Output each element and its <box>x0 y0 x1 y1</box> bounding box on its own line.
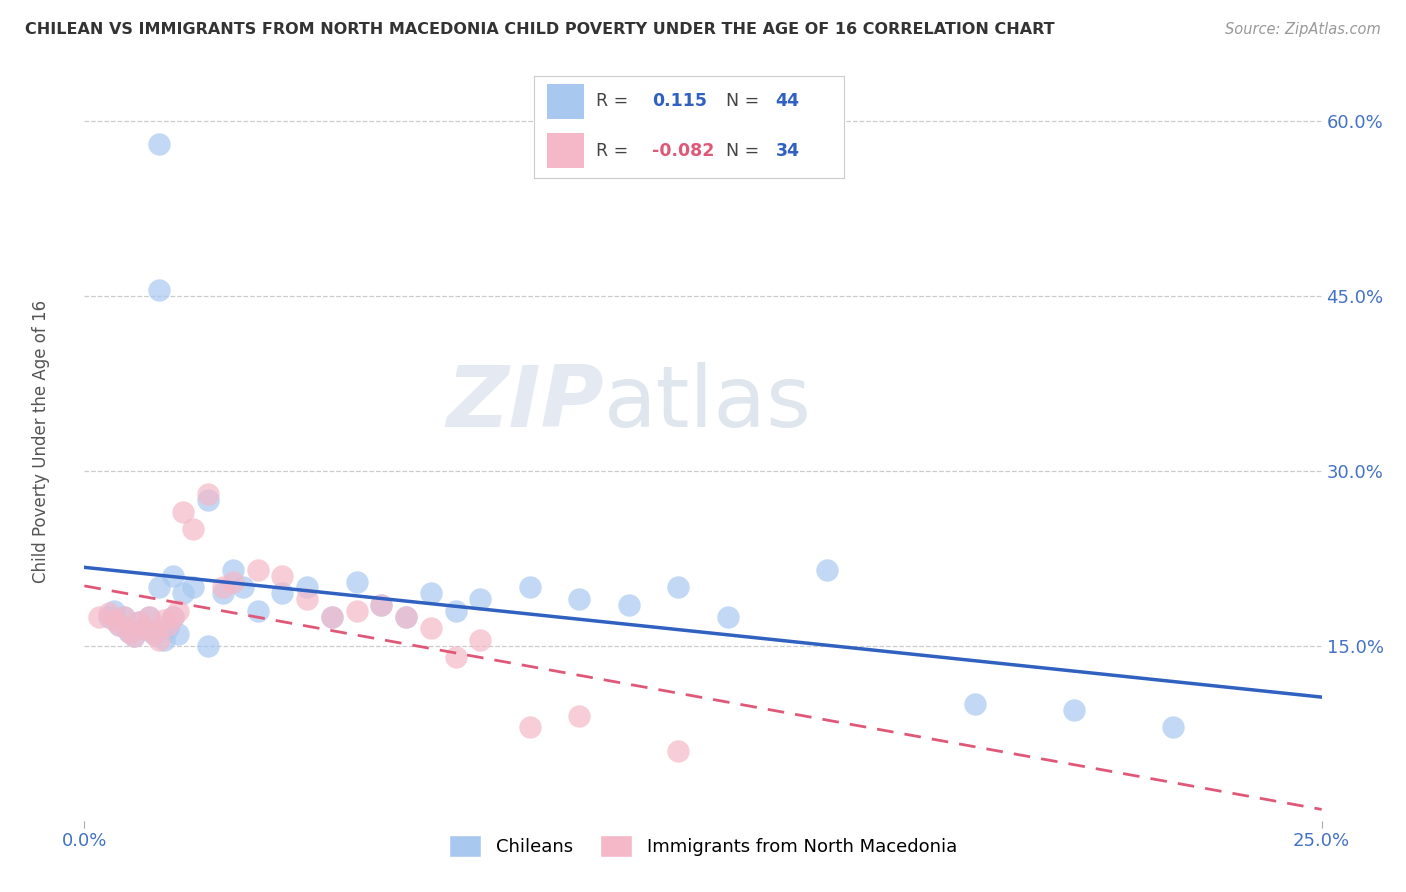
Point <box>246 563 269 577</box>
Point <box>470 632 492 647</box>
Point <box>162 609 184 624</box>
Point <box>212 586 235 600</box>
Point <box>815 563 838 577</box>
Point <box>470 592 492 607</box>
Text: Source: ZipAtlas.com: Source: ZipAtlas.com <box>1225 22 1381 37</box>
Point <box>98 609 121 624</box>
Point <box>370 598 392 612</box>
Point <box>148 283 170 297</box>
Point <box>1161 720 1184 734</box>
Point <box>172 504 194 518</box>
Point <box>167 604 190 618</box>
Point <box>444 650 467 665</box>
Point <box>271 586 294 600</box>
Point <box>118 624 141 639</box>
Text: ZIP: ZIP <box>446 362 605 445</box>
Point <box>157 617 180 632</box>
Text: atlas: atlas <box>605 362 813 445</box>
Text: R =: R = <box>596 142 628 160</box>
Point <box>568 592 591 607</box>
Point <box>568 708 591 723</box>
Point <box>103 604 125 618</box>
Point <box>419 621 441 635</box>
Point <box>142 627 165 641</box>
Point <box>132 621 155 635</box>
Point <box>222 574 245 589</box>
Point <box>197 487 219 501</box>
Point <box>128 615 150 630</box>
Point <box>148 580 170 594</box>
Text: Child Poverty Under the Age of 16: Child Poverty Under the Age of 16 <box>32 300 51 583</box>
Point <box>666 744 689 758</box>
Point <box>197 492 219 507</box>
Point <box>128 615 150 630</box>
Point <box>122 629 145 643</box>
Point <box>167 627 190 641</box>
Point <box>246 604 269 618</box>
Point <box>321 609 343 624</box>
Point <box>295 592 318 607</box>
Point <box>181 580 204 594</box>
Point <box>138 609 160 624</box>
Point <box>89 609 111 624</box>
Point <box>181 522 204 536</box>
Point <box>122 629 145 643</box>
Point <box>295 580 318 594</box>
Point <box>1063 703 1085 717</box>
Point <box>152 632 174 647</box>
Point <box>138 609 160 624</box>
Point <box>271 568 294 582</box>
Point <box>172 586 194 600</box>
Point <box>519 720 541 734</box>
Text: 0.115: 0.115 <box>652 93 707 111</box>
Point <box>346 604 368 618</box>
Text: R =: R = <box>596 93 628 111</box>
Point <box>112 609 135 624</box>
Point <box>519 580 541 594</box>
Point <box>157 621 180 635</box>
Point <box>162 568 184 582</box>
Point <box>666 580 689 594</box>
Text: 44: 44 <box>776 93 800 111</box>
Point <box>717 609 740 624</box>
Point <box>98 606 121 620</box>
Point <box>419 586 441 600</box>
Point <box>346 574 368 589</box>
Point <box>108 617 131 632</box>
Point <box>222 563 245 577</box>
Point <box>617 598 640 612</box>
Text: N =: N = <box>725 93 759 111</box>
Text: CHILEAN VS IMMIGRANTS FROM NORTH MACEDONIA CHILD POVERTY UNDER THE AGE OF 16 COR: CHILEAN VS IMMIGRANTS FROM NORTH MACEDON… <box>25 22 1054 37</box>
Point <box>148 632 170 647</box>
Text: N =: N = <box>725 142 759 160</box>
Point <box>321 609 343 624</box>
Point <box>108 617 131 632</box>
Text: -0.082: -0.082 <box>652 142 714 160</box>
Point <box>212 580 235 594</box>
FancyBboxPatch shape <box>547 133 583 168</box>
Point <box>152 613 174 627</box>
Point <box>197 639 219 653</box>
Text: 34: 34 <box>776 142 800 160</box>
Point <box>965 697 987 711</box>
Legend: Chileans, Immigrants from North Macedonia: Chileans, Immigrants from North Macedoni… <box>441 828 965 864</box>
Point <box>395 609 418 624</box>
Point <box>112 609 135 624</box>
Point <box>370 598 392 612</box>
Point <box>444 604 467 618</box>
Point <box>232 580 254 594</box>
Point <box>118 624 141 639</box>
Point <box>148 137 170 152</box>
Point <box>162 609 184 624</box>
Point <box>395 609 418 624</box>
Point <box>103 613 125 627</box>
FancyBboxPatch shape <box>547 84 583 119</box>
Point <box>132 621 155 635</box>
Point <box>142 627 165 641</box>
